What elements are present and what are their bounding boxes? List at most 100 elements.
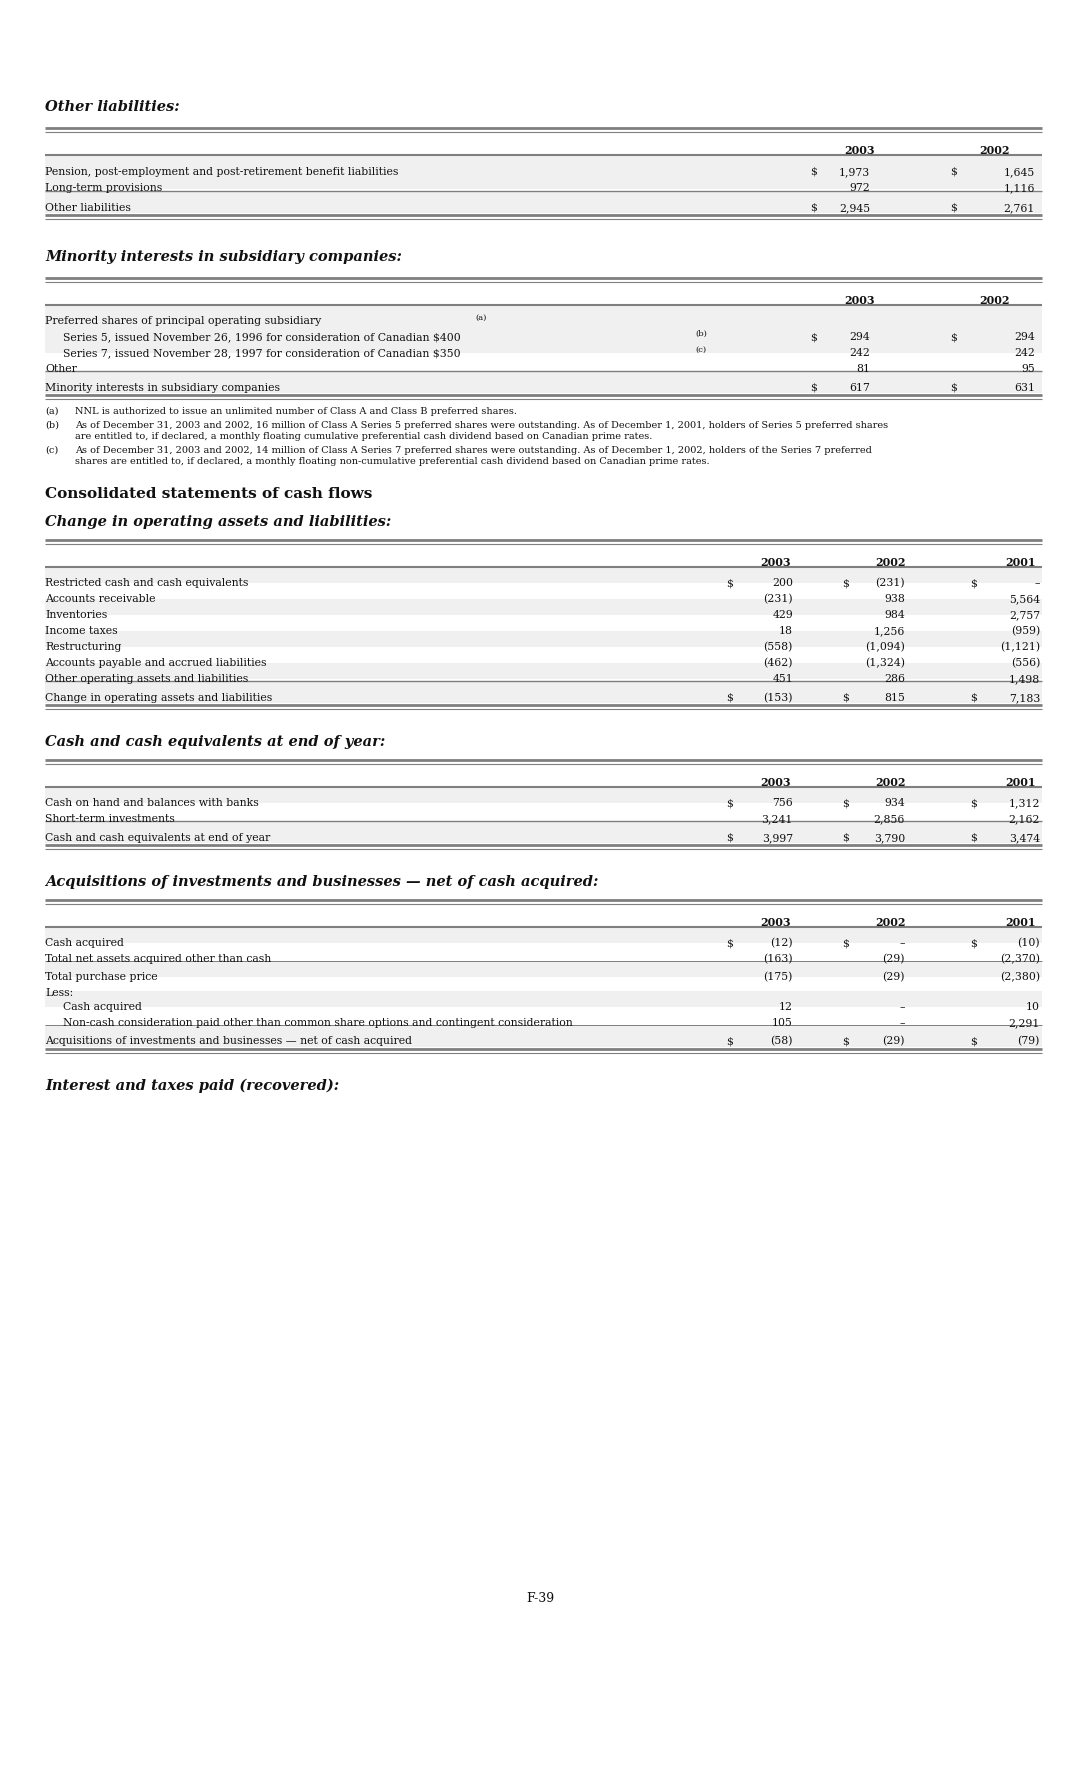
Bar [45,663,1042,679]
Text: 2002: 2002 [980,295,1010,306]
Text: $: $ [810,382,816,393]
Text: Other operating assets and liabilities: Other operating assets and liabilities [45,674,248,685]
Text: 1,256: 1,256 [874,626,905,637]
Text: Inventories: Inventories [45,610,107,621]
Text: 7,183: 7,183 [1009,693,1040,702]
Bar [45,926,1042,942]
Text: 2001: 2001 [1004,917,1036,928]
Text: are entitled to, if declared, a monthly floating cumulative preferential cash di: are entitled to, if declared, a monthly … [75,432,652,441]
Text: 3,241: 3,241 [761,814,793,823]
Text: Change in operating assets and liabilities:: Change in operating assets and liabiliti… [45,516,391,530]
Text: (1,094): (1,094) [865,642,905,653]
Text: Interest and taxes paid (recovered):: Interest and taxes paid (recovered): [45,1079,339,1093]
Text: (c): (c) [696,347,706,354]
Text: 984: 984 [885,610,905,621]
Text: Cash acquired: Cash acquired [45,939,124,948]
Text: 81: 81 [856,364,870,373]
Text: 2002: 2002 [875,777,905,788]
Text: 429: 429 [772,610,793,621]
Text: 2,757: 2,757 [1009,610,1040,621]
Text: 1,645: 1,645 [1003,167,1035,178]
Text: –: – [1035,578,1040,589]
Text: Total net assets acquired other than cash: Total net assets acquired other than cas… [45,955,271,964]
Bar [45,190,1042,213]
Text: 2003: 2003 [760,917,792,928]
Text: –: – [900,1019,905,1028]
Text: (558): (558) [764,642,793,653]
Text: (29): (29) [882,1037,905,1045]
Text: (2,370): (2,370) [1000,955,1040,964]
Text: $: $ [726,834,733,843]
Bar [45,821,1042,843]
Text: $: $ [842,939,849,948]
Bar [45,372,1042,393]
Text: –: – [900,939,905,948]
Bar [45,1024,1042,1047]
Text: 5,564: 5,564 [1009,594,1040,605]
Text: 815: 815 [885,693,905,702]
Text: 2002: 2002 [875,917,905,928]
Text: (231): (231) [764,594,793,605]
Text: Cash and cash equivalents at end of year:: Cash and cash equivalents at end of year… [45,734,386,749]
Text: 2003: 2003 [760,777,792,788]
Text: Non-cash consideration paid other than common share options and contingent consi: Non-cash consideration paid other than c… [63,1019,572,1028]
Text: Pension, post-employment and post-retirement benefit liabilities: Pension, post-employment and post-retire… [45,167,399,178]
Text: $: $ [810,167,816,178]
Text: 756: 756 [772,798,793,807]
Text: 242: 242 [849,348,870,357]
Text: Cash on hand and balances with banks: Cash on hand and balances with banks [45,798,259,807]
Text: 1,312: 1,312 [1009,798,1040,807]
Text: (29): (29) [882,973,905,981]
Text: 18: 18 [779,626,793,637]
Text: 1,498: 1,498 [1009,674,1040,685]
Text: As of December 31, 2003 and 2002, 14 million of Class A Series 7 preferred share: As of December 31, 2003 and 2002, 14 mil… [75,446,872,455]
Text: $: $ [842,693,849,702]
Text: $: $ [726,1037,733,1045]
Text: 95: 95 [1022,364,1035,373]
Text: Preferred shares of principal operating subsidiary: Preferred shares of principal operating … [45,316,321,325]
Text: 2003: 2003 [845,146,875,156]
Text: (959): (959) [1011,626,1040,637]
Text: $: $ [842,834,849,843]
Text: 2,761: 2,761 [1003,203,1035,213]
Text: $: $ [726,798,733,807]
Text: 2002: 2002 [980,146,1010,156]
Text: 2,945: 2,945 [839,203,870,213]
Text: $: $ [950,203,957,213]
Text: (a): (a) [45,407,58,416]
Bar [45,788,1042,804]
Text: Cash acquired: Cash acquired [63,1003,141,1012]
Text: $: $ [842,798,849,807]
Text: 294: 294 [1014,332,1035,341]
Text: 286: 286 [885,674,905,685]
Text: (231): (231) [876,578,905,589]
Text: (175): (175) [764,973,793,981]
Text: shares are entitled to, if declared, a monthly floating non-cumulative preferent: shares are entitled to, if declared, a m… [75,457,710,466]
Text: Minority interests in subsidiary companies: Minority interests in subsidiary compani… [45,382,280,393]
Text: Accounts receivable: Accounts receivable [45,594,156,605]
Text: Restructuring: Restructuring [45,642,121,653]
Text: 451: 451 [772,674,793,685]
Text: (79): (79) [1017,1037,1040,1045]
Text: 2,856: 2,856 [874,814,905,823]
Text: F-39: F-39 [526,1591,554,1606]
Text: (10): (10) [1017,939,1040,948]
Bar [45,681,1042,702]
Text: Income taxes: Income taxes [45,626,118,637]
Text: 10: 10 [1026,1003,1040,1012]
Text: 1,116: 1,116 [1003,183,1035,194]
Text: $: $ [810,203,816,213]
Text: Series 7, issued November 28, 1997 for consideration of Canadian $350: Series 7, issued November 28, 1997 for c… [63,348,461,357]
Text: 2,162: 2,162 [1009,814,1040,823]
Bar [45,306,1042,322]
Text: (58): (58) [770,1037,793,1045]
Text: 105: 105 [772,1019,793,1028]
Text: 617: 617 [849,382,870,393]
Text: 200: 200 [772,578,793,589]
Text: Other liabilities: Other liabilities [45,203,131,213]
Text: (153): (153) [764,693,793,704]
Text: (1,121): (1,121) [1000,642,1040,653]
Text: Restricted cash and cash equivalents: Restricted cash and cash equivalents [45,578,248,589]
Text: (2,380): (2,380) [1000,973,1040,981]
Text: Cash and cash equivalents at end of year: Cash and cash equivalents at end of year [45,834,270,843]
